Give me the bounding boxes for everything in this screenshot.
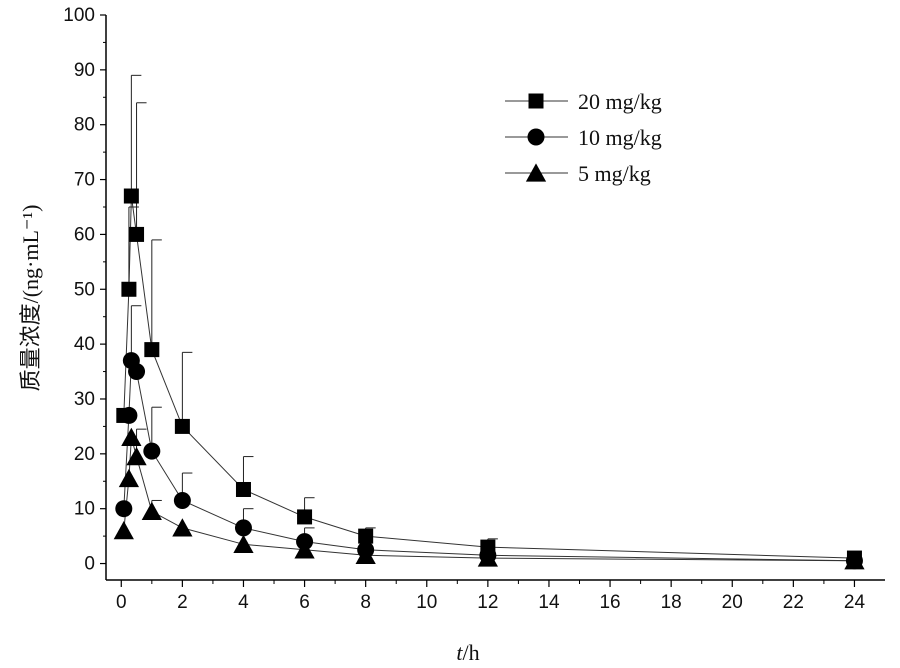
y-tick-label: 40 [74,334,95,355]
x-tick-label: 2 [177,592,188,613]
data-point-square [235,481,251,497]
data-point-triangle [294,540,315,559]
data-point-triangle [844,551,865,570]
legend-marker-circle [527,128,545,146]
x-tick-label: 24 [844,592,866,613]
y-tick-label: 10 [74,499,95,520]
x-tick-label: 20 [722,592,743,613]
x-tick-label: 4 [238,592,249,613]
data-markers [113,188,865,570]
series-lines [123,195,855,562]
data-point-circle [115,500,133,518]
series-line-square [123,195,855,559]
x-tick-label: 12 [477,592,498,613]
data-point-triangle [121,427,142,447]
data-point-triangle [126,446,147,466]
y-axis-title: 质量浓度/(ng·mL⁻¹) [18,205,43,392]
legend-marker-square [528,93,544,109]
y-tick-label: 0 [84,554,95,575]
data-point-triangle [355,545,376,564]
data-point-square [358,528,374,544]
data-point-circle [234,519,252,537]
data-point-square [144,342,160,358]
legend-marker-triangle [525,163,547,182]
y-tick-label: 70 [74,170,95,191]
error-bars [128,74,498,548]
x-tick-label: 16 [599,592,620,613]
legend-label: 10 mg/kg [578,125,662,150]
y-tick-label: 90 [74,60,95,81]
data-point-circle [128,363,146,381]
x-axis-title: t/h [456,640,479,665]
data-point-triangle [172,518,193,537]
y-tick-label: 60 [74,224,95,245]
y-tick-label: 30 [74,389,95,410]
y-tick-label: 20 [74,444,95,465]
series-line-circle [123,360,855,562]
data-point-triangle [233,534,254,553]
data-point-square [297,509,313,525]
legend: 20 mg/kg 10 mg/kg 5 mg/kg [505,89,662,186]
data-point-triangle [141,501,162,521]
x-tick-label: 10 [416,592,437,613]
legend-label: 20 mg/kg [578,89,662,114]
x-tick-label: 0 [116,592,127,613]
data-point-circle [173,491,191,509]
data-point-triangle [118,468,140,488]
data-point-square [174,418,190,434]
data-point-square [129,226,145,242]
x-tick-label: 22 [783,592,804,613]
y-tick-label: 100 [63,5,95,26]
data-point-circle [120,406,138,424]
data-point-triangle [113,521,134,540]
x-tick-label: 18 [661,592,682,613]
data-point-circle [143,442,161,460]
x-axis-unit: /h [463,640,480,665]
axes [105,15,885,581]
data-point-triangle [477,548,498,567]
y-tick-label: 50 [74,279,95,300]
x-tick-label: 14 [538,592,560,613]
x-tick-label: 6 [299,592,310,613]
x-tick-label: 8 [360,592,371,613]
data-point-square [123,188,139,204]
data-point-square [121,281,137,297]
legend-label: 5 mg/kg [578,161,651,186]
x-axis-variable: t [456,640,463,665]
y-tick-label: 80 [74,115,95,136]
